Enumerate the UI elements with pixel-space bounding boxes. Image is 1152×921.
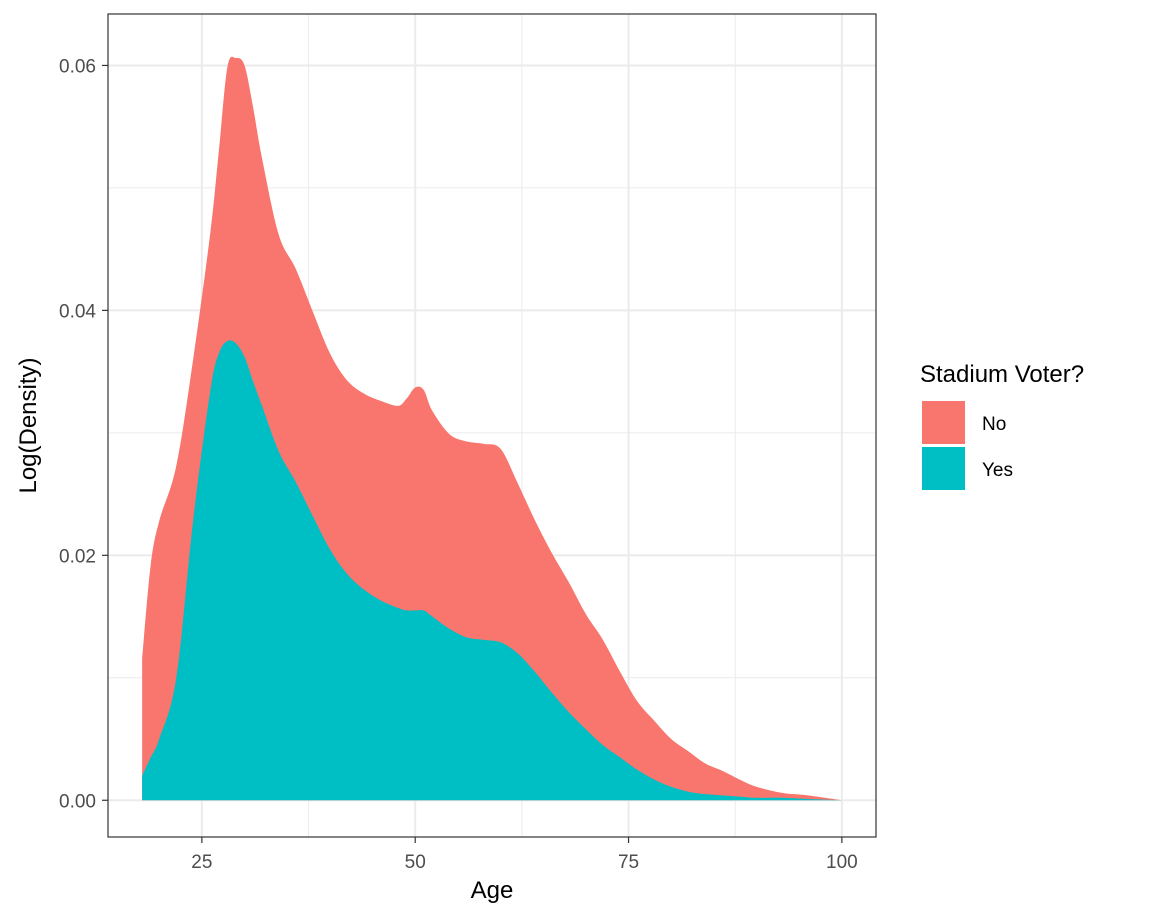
legend-key-no [922, 401, 965, 444]
area-series-yes [142, 340, 842, 801]
x-tick-label: 50 [405, 852, 426, 873]
x-tick-label: 100 [826, 852, 858, 873]
y-tick-label: 0.00 [59, 791, 96, 812]
y-tick-label: 0.06 [59, 56, 96, 77]
x-tick-label: 75 [618, 852, 639, 873]
x-tick-label: 25 [191, 852, 212, 873]
legend: Stadium Voter? No Yes [920, 361, 1084, 490]
legend-label-yes: Yes [982, 460, 1013, 481]
legend-title: Stadium Voter? [920, 361, 1084, 388]
axis-ticks: 25 50 75 100 0.00 0.02 0.04 0.06 [59, 56, 858, 873]
y-tick-label: 0.04 [59, 301, 96, 322]
legend-key-yes [922, 447, 965, 490]
legend-label-no: No [982, 414, 1006, 435]
panel-border [107, 13, 877, 838]
x-axis-title: Age [471, 877, 514, 904]
y-tick-label: 0.02 [59, 546, 96, 567]
area-layer [142, 56, 842, 801]
y-axis-title: Log(Density) [15, 357, 42, 493]
